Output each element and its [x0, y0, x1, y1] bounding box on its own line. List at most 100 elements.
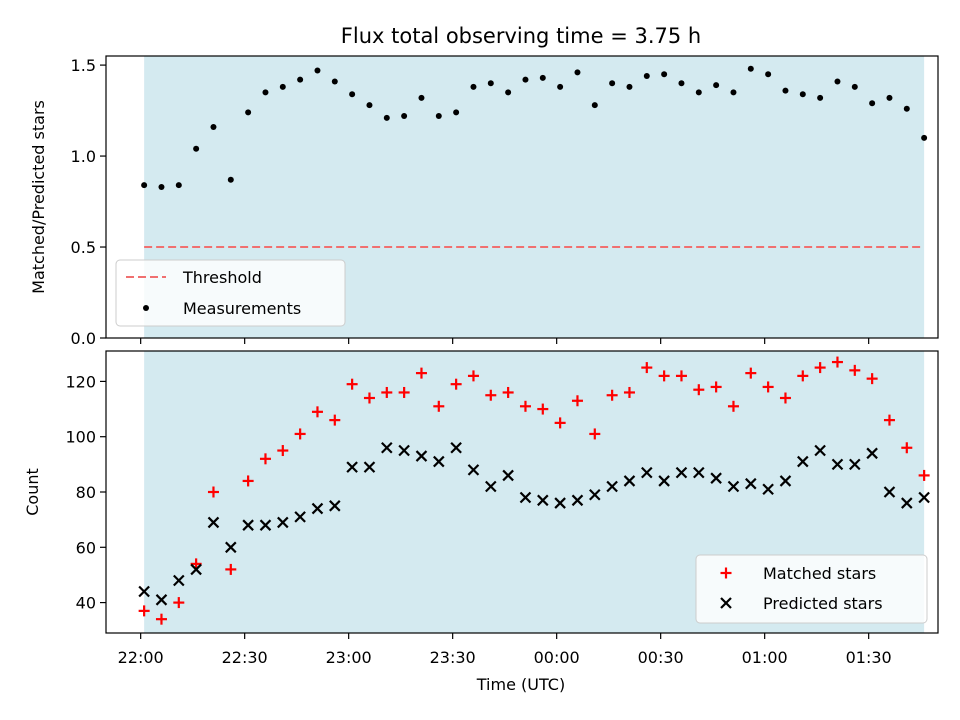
measurement-point [418, 94, 425, 101]
matched-star-point [831, 356, 843, 368]
matched-star-point [346, 378, 358, 390]
matched-star-point [658, 370, 670, 382]
predicted-star-point [623, 475, 636, 487]
top-y-axis-label: Matched/Predicted stars [29, 100, 48, 294]
predicted-star-point [225, 541, 237, 554]
bottom-panel: 40 60 80 100 120 22:00 22:30 23:00 23:30 00:00 00… [23, 350, 939, 694]
predicted-star-point [727, 480, 740, 493]
measurement-point [713, 82, 720, 89]
top-y-tick-label: 0.0 [71, 329, 96, 348]
predicted-star-point [259, 519, 272, 531]
matched-star-point [762, 381, 774, 393]
measurement-point [782, 87, 789, 94]
threshold-legend-label: Threshold [182, 268, 262, 287]
predicted-star-point [866, 447, 878, 460]
predicted-stars-legend-swatch [720, 597, 732, 609]
measurement-point [193, 145, 200, 152]
matched-star-point [641, 362, 653, 374]
measurement-point [522, 76, 529, 83]
matched-star-point [467, 370, 479, 382]
matched-star-point [259, 453, 271, 465]
predicted-star-point [883, 486, 896, 498]
bottom-y-axis-label: Count [23, 468, 42, 516]
measurement-point [921, 134, 928, 141]
bottom-x-axis: 22:00 22:30 23:00 23:30 00:00 00:30 01:00 01:30 [118, 633, 892, 667]
measurement-point [574, 69, 581, 76]
bottom-x-tick-label: 01:30 [846, 648, 892, 667]
matched-star-point [138, 605, 150, 617]
measurement-point [141, 182, 148, 189]
matched-star-point [433, 400, 445, 412]
matched-star-point [606, 389, 618, 401]
predicted-star-point [537, 494, 549, 507]
top-plot-frame [105, 55, 939, 339]
predicted-star-point [207, 516, 220, 529]
measurement-point [747, 65, 754, 72]
predicted-star-point [918, 491, 930, 504]
measurement-point [730, 89, 737, 96]
measurement-point [349, 91, 356, 98]
top-y-tick-label: 1.5 [71, 56, 96, 75]
measurement-point [557, 83, 564, 90]
matched-star-point [814, 362, 826, 374]
measurement-point [591, 102, 598, 109]
predicted-star-point [519, 491, 532, 504]
predicted-star-point [450, 441, 462, 454]
top-x-axis [140, 338, 870, 344]
matched-star-point [277, 445, 289, 457]
matched-star-point [519, 400, 531, 412]
predicted-star-point [277, 516, 289, 529]
bottom-y-tick-label: 40 [76, 594, 96, 613]
measurement-point [695, 89, 702, 96]
measurement-point [626, 83, 633, 90]
matched-stars-series [138, 356, 930, 625]
top-y-tick-label: 0.5 [71, 238, 96, 257]
matched-star-point [537, 403, 549, 415]
chart-title: Flux total observing time = 3.75 h [341, 24, 701, 48]
predicted-star-point [693, 466, 705, 479]
measurement-point [678, 80, 685, 87]
matched-star-point [710, 381, 722, 393]
measurement-point [227, 176, 234, 183]
predicted-star-point [675, 466, 688, 479]
matched-star-point [155, 613, 167, 625]
matched-star-point [311, 406, 323, 418]
predicted-star-point [363, 461, 376, 473]
top-y-axis: 0.0 0.5 1.0 1.5 [71, 56, 106, 348]
matched-stars-legend-label: Matched stars [763, 564, 876, 583]
matched-star-point [675, 370, 687, 382]
matched-star-point [849, 364, 861, 376]
matched-star-point [589, 428, 601, 440]
bottom-x-tick-label: 23:00 [326, 648, 372, 667]
matched-star-point [329, 414, 341, 426]
measurement-point [539, 74, 546, 81]
matched-star-point [381, 386, 393, 398]
predicted-star-point [155, 594, 168, 606]
predicted-star-point [467, 464, 480, 476]
top-panel: 0.0 0.5 1.0 1.5 Matched/Predicted stars Thr… [29, 55, 939, 348]
measurement-point [661, 71, 668, 78]
matched-star-point [398, 386, 410, 398]
predicted-star-point [173, 574, 185, 587]
predicted-stars-legend-label: Predicted stars [763, 594, 883, 613]
measurement-point [401, 113, 408, 120]
predicted-star-point [762, 483, 774, 496]
predicted-star-point [138, 585, 150, 598]
bottom-y-tick-label: 120 [65, 372, 96, 391]
bottom-x-tick-label: 01:00 [742, 648, 788, 667]
matched-star-point [918, 469, 930, 481]
measurement-point [331, 78, 338, 85]
predicted-star-point [571, 494, 584, 507]
measurements-series [141, 65, 928, 190]
predicted-star-point [415, 450, 428, 462]
measurement-point [765, 71, 772, 78]
bottom-legend: Matched stars Predicted stars [695, 554, 928, 624]
predicted-star-point [779, 475, 792, 487]
predicted-star-point [311, 502, 324, 515]
matched-star-point [866, 373, 878, 385]
measurement-point [470, 83, 477, 90]
matched-star-point [623, 386, 635, 398]
measurement-point [643, 73, 650, 80]
predicted-star-point [346, 461, 358, 473]
measurement-point [297, 76, 304, 83]
